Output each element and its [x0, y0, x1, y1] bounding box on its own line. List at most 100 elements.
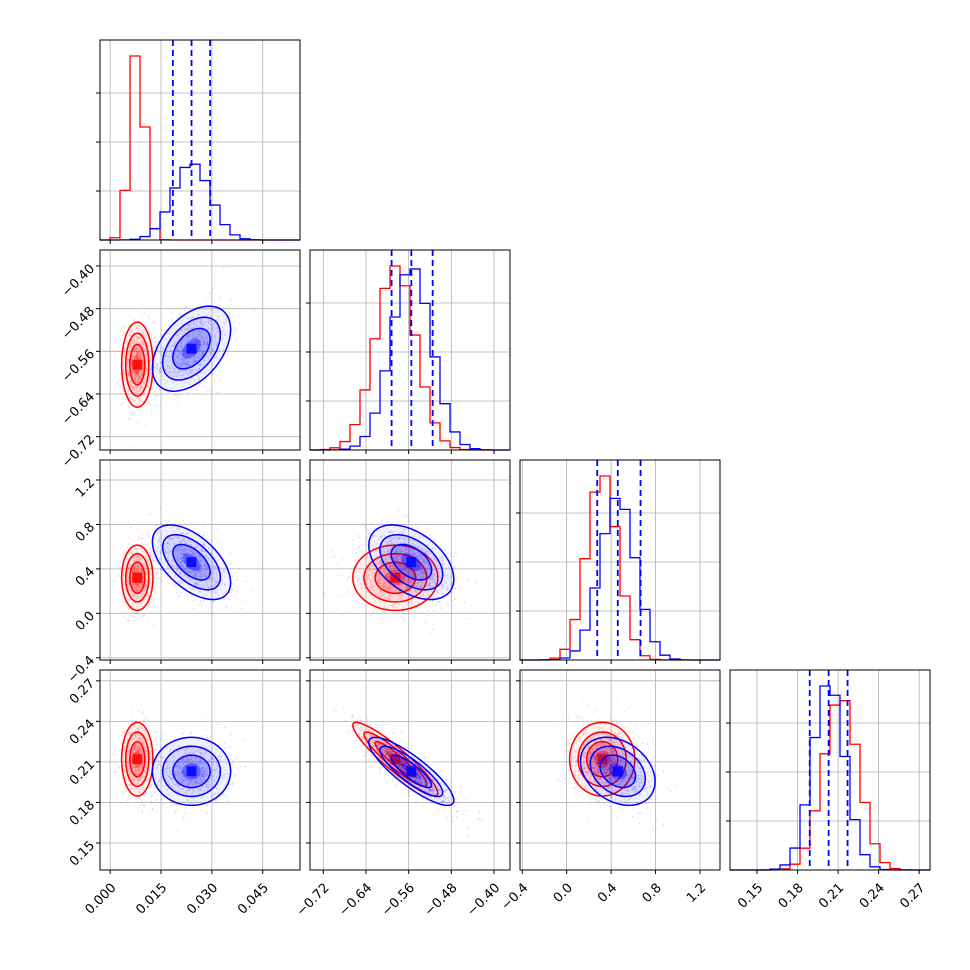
blue-point: [411, 600, 414, 603]
red-point: [387, 607, 390, 610]
red-point: [137, 330, 140, 332]
blue-point: [214, 334, 217, 337]
blue-point: [192, 788, 194, 791]
blue-point: [153, 536, 156, 539]
red-point: [141, 570, 144, 573]
blue-point: [130, 526, 133, 529]
blue-point: [215, 374, 218, 376]
red-point: [119, 353, 122, 356]
red-point: [142, 720, 145, 722]
red-point: [151, 794, 154, 796]
blue-point: [184, 382, 187, 385]
red-point: [140, 387, 143, 389]
blue-point: [197, 363, 200, 366]
blue-point: [199, 600, 202, 602]
red-point: [127, 761, 130, 764]
blue-point: [189, 355, 191, 357]
red-point: [123, 347, 126, 350]
blue-point: [154, 395, 157, 397]
blue-point: [170, 355, 173, 358]
red-point: [142, 576, 145, 578]
red-point: [391, 565, 394, 568]
blue-point: [182, 350, 184, 352]
blue-point: [159, 404, 162, 407]
blue-point: [157, 547, 160, 550]
blue-point: [201, 786, 204, 789]
blue-point: [202, 363, 205, 366]
red-point: [426, 550, 429, 553]
blue-point: [199, 580, 202, 583]
blue-point: [211, 757, 213, 760]
blue-point: [205, 582, 207, 584]
blue-point: [421, 561, 424, 563]
blue-point: [200, 331, 203, 334]
red-point: [136, 793, 139, 796]
blue-point: [379, 536, 382, 539]
red-point: [133, 602, 136, 605]
blue-point: [169, 775, 172, 778]
blue-point: [177, 370, 180, 373]
blue-point: [176, 554, 179, 557]
red-point: [366, 544, 368, 547]
red-point: [404, 567, 406, 570]
red-point: [141, 557, 143, 560]
red-point: [135, 773, 138, 776]
blue-point: [409, 589, 411, 592]
blue-point: [181, 385, 184, 388]
red-point: [135, 355, 138, 358]
blue-point: [205, 343, 208, 346]
blue-point: [184, 349, 187, 352]
blue-point: [196, 781, 198, 784]
red-point: [138, 598, 141, 601]
red-point: [118, 765, 121, 767]
red-point: [143, 424, 146, 427]
blue-point: [366, 555, 368, 558]
panel-frame: [309, 249, 511, 451]
red-point: [127, 763, 130, 766]
blue-point: [210, 339, 213, 342]
blue-point: [221, 793, 224, 795]
red-point: [416, 565, 419, 568]
red-point: [129, 343, 131, 346]
blue-point: [180, 364, 183, 366]
red-point: [127, 372, 130, 375]
blue-point: [189, 550, 192, 553]
red-point: [123, 582, 125, 585]
red-point: [150, 596, 153, 599]
blue-point: [205, 336, 207, 339]
red-point: [391, 595, 394, 598]
blue-point: [178, 355, 180, 358]
blue-point: [440, 544, 443, 547]
red-point: [136, 567, 139, 570]
red-point: [131, 338, 133, 341]
blue-point: [391, 555, 394, 558]
blue-point: [181, 548, 184, 551]
blue-point: [228, 591, 231, 594]
blue-point: [440, 556, 443, 559]
red-point: [399, 598, 402, 600]
blue-point: [201, 351, 204, 354]
blue-point: [384, 551, 386, 554]
red-point: [385, 588, 388, 591]
blue-point: [203, 338, 206, 340]
blue-point: [418, 581, 421, 584]
red-point: [130, 379, 133, 382]
red-point: [141, 385, 144, 388]
blue-point: [367, 556, 370, 558]
red-point: [138, 537, 141, 540]
blue-point: [201, 338, 204, 341]
red-point: [411, 580, 414, 582]
red-point: [135, 583, 138, 586]
blue-point: [380, 535, 382, 538]
red-point: [145, 333, 148, 336]
red-point: [382, 585, 385, 588]
blue-point: [430, 577, 432, 580]
blue-point: [180, 781, 183, 783]
blue-point: [190, 377, 193, 380]
red-point: [395, 551, 398, 554]
blue-point: [197, 762, 200, 765]
blue-point: [173, 370, 175, 373]
blue-point: [194, 568, 197, 571]
red-point: [138, 341, 141, 343]
blue-point: [205, 742, 208, 745]
